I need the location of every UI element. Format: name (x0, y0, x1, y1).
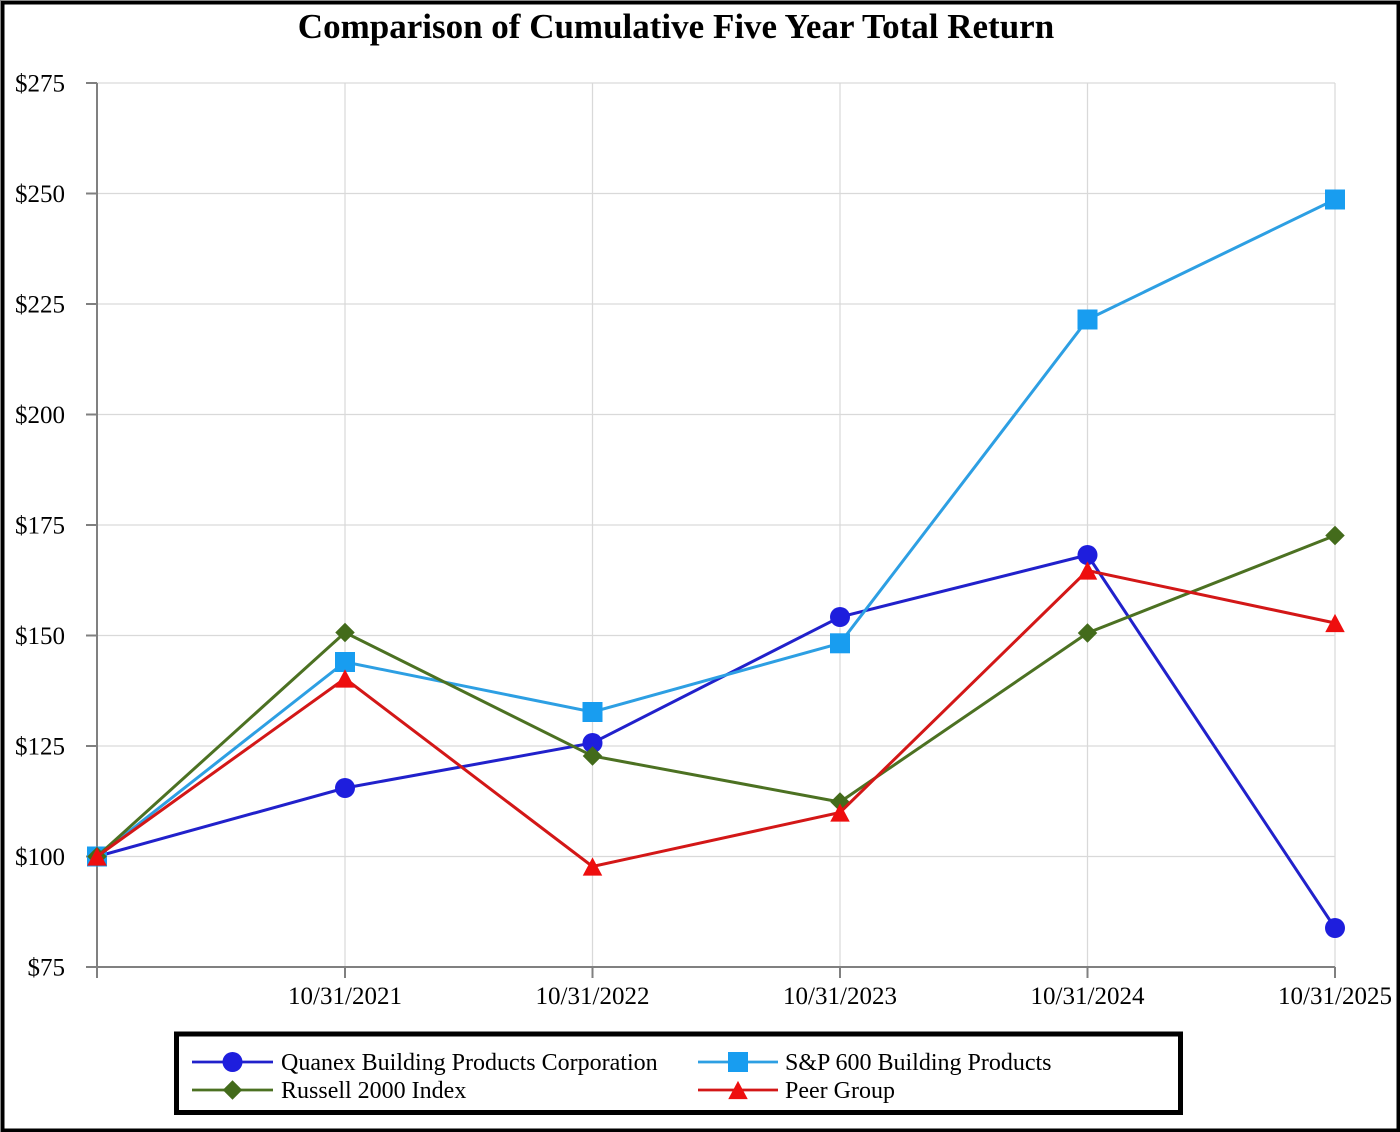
svg-text:Peer Group: Peer Group (785, 1078, 895, 1104)
svg-text:10/31/2024: 10/31/2024 (1031, 983, 1145, 1010)
svg-text:10/31/2022: 10/31/2022 (536, 983, 650, 1010)
svg-text:$275: $275 (15, 71, 65, 98)
svg-text:Quanex Building Products Corpo: Quanex Building Products Corporation (281, 1050, 658, 1076)
svg-text:Russell 2000 Index: Russell 2000 Index (281, 1078, 466, 1104)
svg-text:$175: $175 (15, 513, 65, 540)
svg-text:Comparison of Cumulative Five: Comparison of Cumulative Five Year Total… (298, 7, 1054, 46)
svg-text:$200: $200 (15, 402, 65, 429)
svg-text:$75: $75 (28, 955, 66, 982)
svg-text:$125: $125 (15, 734, 65, 761)
svg-text:$150: $150 (15, 623, 65, 650)
svg-text:$225: $225 (15, 292, 65, 319)
svg-text:$100: $100 (15, 844, 65, 871)
svg-text:S&P 600 Building Products: S&P 600 Building Products (785, 1050, 1051, 1076)
svg-text:$250: $250 (15, 181, 65, 208)
svg-text:10/31/2023: 10/31/2023 (783, 983, 897, 1010)
svg-text:10/31/2021: 10/31/2021 (288, 983, 402, 1010)
svg-text:10/31/2025: 10/31/2025 (1278, 983, 1392, 1010)
